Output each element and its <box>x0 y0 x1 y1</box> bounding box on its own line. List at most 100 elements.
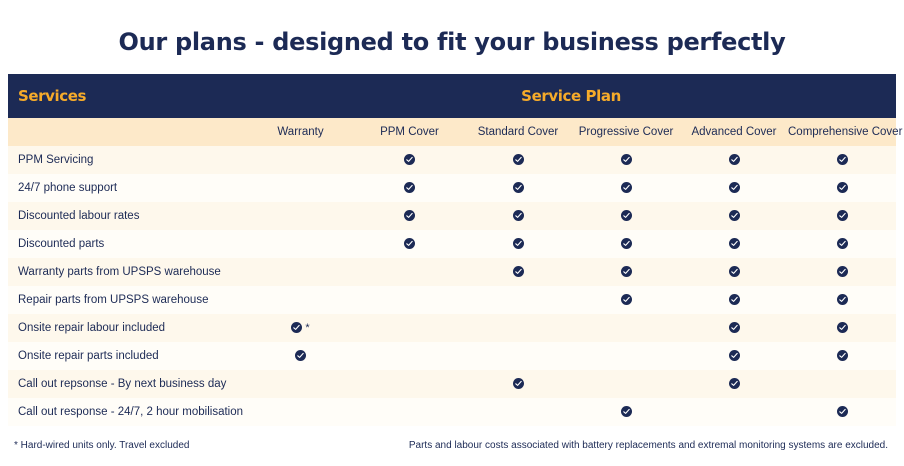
check-circle-icon <box>620 406 632 418</box>
plan-cell <box>788 342 897 370</box>
table-row: Discounted labour rates <box>8 202 897 230</box>
check-circle-icon <box>728 378 740 390</box>
plan-cell <box>680 398 788 426</box>
column-header-empty <box>8 118 246 146</box>
service-name: Onsite repair labour included <box>8 314 246 342</box>
plan-cell <box>788 286 897 314</box>
plan-cell <box>788 202 897 230</box>
check-circle-icon <box>836 350 848 362</box>
plan-cell <box>246 286 355 314</box>
table-row: Onsite repair parts included <box>8 342 897 370</box>
check-circle-icon <box>728 238 740 250</box>
plan-cell <box>355 174 464 202</box>
plan-cell <box>680 258 788 286</box>
plan-cell <box>355 398 464 426</box>
check-circle-icon <box>620 294 632 306</box>
plan-cell <box>464 286 572 314</box>
service-name: Call out response - 24/7, 2 hour mobilis… <box>8 398 246 426</box>
plans-table-container: Services Service Plan Warranty PPM Cover S… <box>8 74 902 426</box>
plan-cell <box>355 230 464 258</box>
plan-cell <box>680 230 788 258</box>
check-circle-icon <box>836 238 848 250</box>
plan-cell <box>355 342 464 370</box>
check-circle-icon <box>836 154 848 166</box>
check-circle-icon <box>836 406 848 418</box>
plan-cell <box>788 314 897 342</box>
plan-cell <box>572 398 680 426</box>
check-circle-icon <box>620 182 632 194</box>
check-circle-icon <box>291 322 303 334</box>
plan-cell <box>464 230 572 258</box>
plan-cell <box>355 202 464 230</box>
table-row: Onsite repair labour included * <box>8 314 897 342</box>
plans-table: Services Service Plan Warranty PPM Cover S… <box>8 74 902 426</box>
plan-cell <box>572 370 680 398</box>
service-name: PPM Servicing <box>8 146 246 174</box>
plan-cell <box>246 146 355 174</box>
plan-cell <box>572 314 680 342</box>
check-circle-icon <box>620 210 632 222</box>
check-circle-icon <box>512 378 524 390</box>
plan-cell <box>464 146 572 174</box>
plan-cell <box>788 398 897 426</box>
plan-cell <box>572 286 680 314</box>
check-circle-icon <box>512 210 524 222</box>
check-circle-icon <box>728 210 740 222</box>
plan-cell <box>680 202 788 230</box>
service-name: Discounted labour rates <box>8 202 246 230</box>
table-row: 24/7 phone support <box>8 174 897 202</box>
check-circle-icon <box>728 266 740 278</box>
column-header-ppm-cover: PPM Cover <box>355 118 464 146</box>
plan-cell <box>572 230 680 258</box>
plan-cell <box>788 174 897 202</box>
check-circle-icon <box>728 154 740 166</box>
column-header-warranty: Warranty <box>246 118 355 146</box>
check-circle-icon <box>728 350 740 362</box>
check-circle-icon <box>728 294 740 306</box>
check-circle-icon <box>512 154 524 166</box>
check-circle-icon <box>836 322 848 334</box>
table-row: PPM Servicing <box>8 146 897 174</box>
check-circle-icon <box>295 350 306 362</box>
plan-cell <box>680 314 788 342</box>
service-plan-heading: Service Plan <box>246 74 897 118</box>
plan-cell <box>680 370 788 398</box>
plan-cell <box>572 202 680 230</box>
plan-cell <box>788 370 897 398</box>
plan-cell <box>246 342 355 370</box>
check-circle-icon <box>836 266 848 278</box>
plan-cell <box>355 314 464 342</box>
check-circle-icon <box>836 210 848 222</box>
table-row: Repair parts from UPSPS warehouse <box>8 286 897 314</box>
table-row: Call out repsonse - By next business day <box>8 370 897 398</box>
service-name: 24/7 phone support <box>8 174 246 202</box>
table-row: Call out response - 24/7, 2 hour mobilis… <box>8 398 897 426</box>
check-circle-icon <box>620 266 632 278</box>
plan-cell <box>464 258 572 286</box>
check-circle-icon <box>404 154 415 166</box>
plan-cell: * <box>246 314 355 342</box>
check-circle-icon <box>512 238 524 250</box>
plan-cell <box>572 146 680 174</box>
plan-cell <box>464 398 572 426</box>
check-circle-icon <box>620 238 632 250</box>
service-name: Onsite repair parts included <box>8 342 246 370</box>
check-circle-icon <box>728 322 740 334</box>
plan-cell <box>680 146 788 174</box>
plan-cell <box>464 174 572 202</box>
plan-cell <box>355 146 464 174</box>
check-circle-icon <box>836 294 848 306</box>
plan-cell <box>464 370 572 398</box>
plan-cell <box>464 314 572 342</box>
check-circle-icon <box>512 266 524 278</box>
plan-cell <box>246 398 355 426</box>
plan-cell <box>464 202 572 230</box>
footnote-hardwired: * Hard-wired units only. Travel excluded <box>14 440 190 451</box>
plan-cell <box>788 258 897 286</box>
plan-cell <box>355 258 464 286</box>
plan-cell <box>680 174 788 202</box>
check-circle-icon <box>404 238 415 250</box>
plan-cell <box>246 370 355 398</box>
plan-cell <box>464 342 572 370</box>
table-row: Discounted parts <box>8 230 897 258</box>
